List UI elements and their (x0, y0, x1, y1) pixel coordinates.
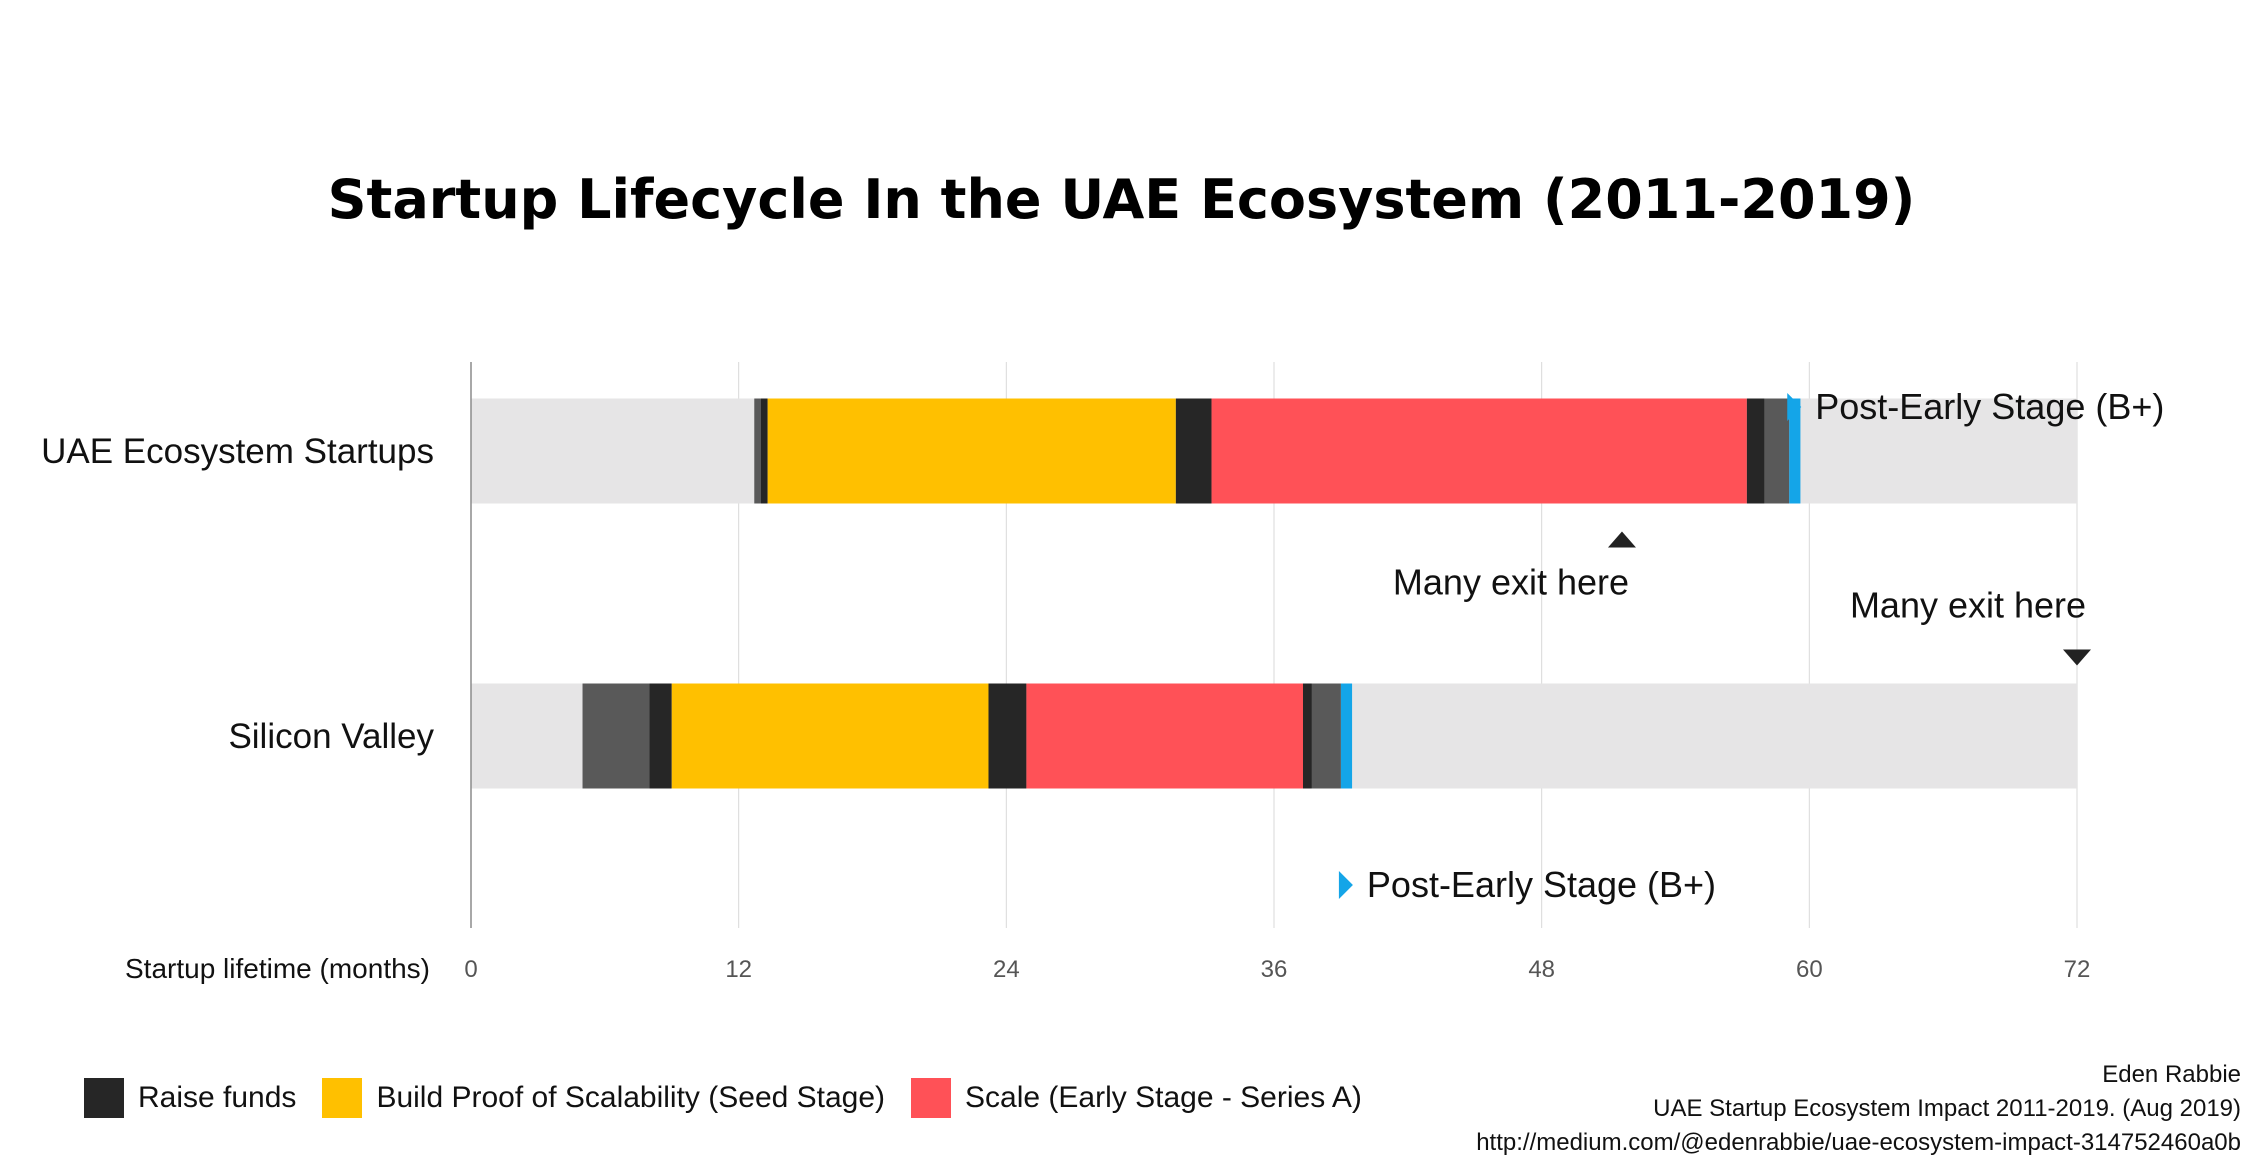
source-author: Eden Rabbie (2102, 1061, 2241, 1088)
category-label-1: Silicon Valley (228, 717, 434, 756)
bar-segment-raise-0-3 (1175, 398, 1212, 504)
bar-segment-seed-1-2 (671, 683, 989, 789)
legend-label-raise-funds: Raise funds (138, 1081, 297, 1114)
legend-swatch-raise-funds (84, 1078, 124, 1118)
x-tick-label-72: 72 (2064, 956, 2091, 983)
x-tick-label-36: 36 (1261, 956, 1288, 983)
bar-segment-raise-1-1 (649, 683, 672, 789)
bar-segment-post-0-7 (1789, 398, 1801, 504)
bar-segment-raise-1-3 (988, 683, 1027, 789)
annotation-label-post-early-3: Post-Early Stage (B+) (1367, 864, 1716, 905)
bar-segment-post-1-7 (1340, 683, 1353, 789)
annotation-marker-exit-2 (2063, 649, 2091, 666)
bar-segment-raise-0-1 (760, 398, 768, 504)
x-tick-label-60: 60 (1796, 956, 1823, 983)
bar-segment-raise-1-5 (1302, 683, 1312, 789)
bar-segment-pre-0-0 (754, 398, 761, 504)
legend-swatch-early-stage (911, 1078, 952, 1118)
x-tick-label-0: 0 (464, 956, 477, 983)
legend-swatch-seed-stage (322, 1078, 363, 1118)
bar-segment-seed-0-2 (767, 398, 1176, 504)
bar-segment-pre-1-0 (582, 683, 650, 789)
x-tick-label-12: 12 (725, 956, 752, 983)
annotation-label-exit-2: Many exit here (1850, 585, 2086, 626)
annotation-marker-exit-1 (1607, 531, 1636, 548)
source-credit: Eden Rabbie UAE Startup Ecosystem Impact… (1476, 1058, 2241, 1160)
annotation-marker-post-early-3 (1338, 871, 1353, 899)
source-publication: UAE Startup Ecosystem Impact 2011-2019. … (1653, 1095, 2241, 1122)
legend-label-early-stage: Scale (Early Stage - Series A) (965, 1081, 1362, 1114)
category-label-0: UAE Ecosystem Startups (41, 432, 434, 471)
x-tick-label-48: 48 (1528, 956, 1555, 983)
annotation-label-post-early-0: Post-Early Stage (B+) (1815, 386, 2164, 427)
bar-segment-pre-1-6 (1311, 683, 1341, 789)
annotation-label-exit-1: Many exit here (1393, 562, 1629, 603)
bar-segment-pre-0-6 (1764, 398, 1790, 504)
legend-label-seed-stage: Build Proof of Scalability (Seed Stage) (376, 1081, 886, 1114)
bar-segment-raise-0-5 (1746, 398, 1765, 504)
x-tick-label-24: 24 (993, 956, 1020, 983)
x-axis-label: Startup lifetime (months) (125, 953, 430, 984)
annotation-marker-post-early-0 (1787, 393, 1802, 421)
bar-segment-early-1-4 (1026, 683, 1303, 789)
legend: Raise funds Build Proof of Scalability (… (84, 1076, 1388, 1120)
bar-segment-early-0-4 (1211, 398, 1747, 504)
legend-item-seed-stage: Build Proof of Scalability (Seed Stage) (322, 1078, 885, 1118)
legend-item-raise-funds: Raise funds (84, 1078, 296, 1118)
legend-item-early-stage: Scale (Early Stage - Series A) (911, 1078, 1362, 1118)
source-url: http://medium.com/@edenrabbie/uae-ecosys… (1476, 1129, 2241, 1156)
chart-title: Startup Lifecycle In the UAE Ecosystem (… (327, 168, 1916, 231)
